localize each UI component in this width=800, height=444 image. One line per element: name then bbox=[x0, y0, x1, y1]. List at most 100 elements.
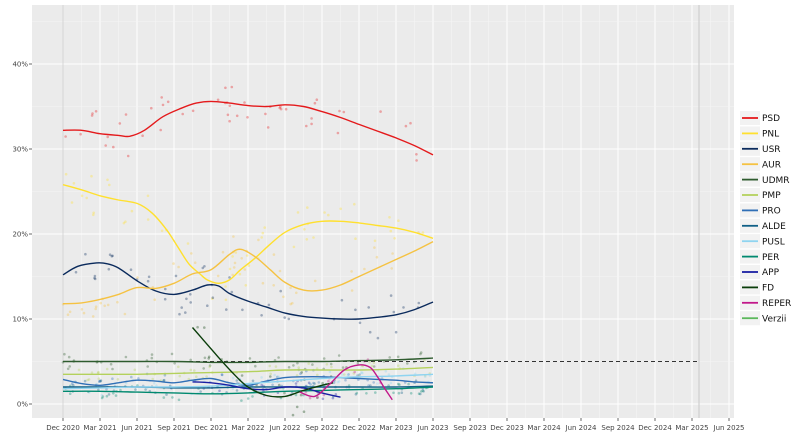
poll-point bbox=[260, 314, 263, 317]
poll-point bbox=[384, 369, 388, 373]
poll-point bbox=[64, 172, 68, 176]
legend-label: USR bbox=[762, 145, 781, 155]
legend-label: PUSL bbox=[762, 237, 785, 247]
poll-point bbox=[283, 391, 286, 395]
poll-point bbox=[367, 306, 371, 309]
poll-point bbox=[211, 297, 214, 301]
poll-point bbox=[187, 377, 191, 381]
poll-point bbox=[93, 276, 96, 280]
poll-point bbox=[244, 284, 248, 287]
poll-point bbox=[228, 104, 232, 108]
poll-point bbox=[106, 178, 109, 182]
poll-point bbox=[164, 287, 167, 291]
poll-point bbox=[389, 229, 393, 233]
poll-point bbox=[409, 392, 413, 395]
poll-point bbox=[273, 359, 277, 362]
poll-point bbox=[185, 297, 188, 301]
poll-point bbox=[66, 313, 70, 317]
poll-point bbox=[99, 380, 102, 383]
poll-point bbox=[302, 410, 306, 414]
poll-point bbox=[372, 365, 376, 368]
poll-point bbox=[228, 276, 231, 279]
poll-point bbox=[393, 237, 396, 240]
poll-point bbox=[358, 373, 361, 376]
poll-point bbox=[124, 355, 128, 359]
poll-point bbox=[216, 98, 220, 102]
poll-point bbox=[391, 252, 394, 255]
poll-point bbox=[151, 377, 154, 381]
poll-point bbox=[70, 201, 74, 204]
poll-point bbox=[79, 132, 82, 136]
poll-point bbox=[64, 135, 67, 138]
poll-point bbox=[346, 373, 350, 377]
poll-point bbox=[153, 298, 156, 302]
poll-point bbox=[368, 330, 372, 334]
poll-point bbox=[90, 174, 93, 178]
poll-point bbox=[347, 373, 350, 376]
poll-point bbox=[403, 381, 407, 384]
poll-point bbox=[396, 355, 400, 359]
poll-point bbox=[186, 242, 190, 245]
poll-point bbox=[235, 114, 239, 118]
poll-point bbox=[146, 194, 150, 198]
poll-point bbox=[261, 231, 265, 235]
poll-point bbox=[307, 362, 311, 365]
poll-point bbox=[375, 255, 379, 259]
poll-point bbox=[146, 365, 149, 368]
poll-point bbox=[77, 368, 81, 372]
poll-point bbox=[112, 145, 115, 149]
poll-point bbox=[111, 367, 114, 371]
poll-point bbox=[295, 405, 299, 409]
series-line-app bbox=[192, 381, 341, 398]
poll-point bbox=[234, 251, 238, 254]
poll-point bbox=[317, 381, 321, 384]
plot-panel bbox=[32, 5, 734, 418]
poll-point bbox=[94, 307, 97, 311]
poll-point bbox=[299, 372, 302, 376]
poll-point bbox=[136, 384, 139, 387]
poll-point bbox=[122, 221, 126, 225]
poll-point bbox=[150, 353, 154, 356]
poll-point bbox=[98, 379, 101, 383]
poll-point bbox=[337, 354, 341, 357]
poll-point bbox=[368, 361, 371, 364]
poll-point bbox=[277, 375, 280, 379]
poll-point bbox=[240, 399, 243, 402]
poll-point bbox=[124, 381, 128, 385]
legend-label: PER bbox=[762, 253, 779, 263]
legend-label: PMP bbox=[762, 191, 781, 201]
poll-point bbox=[336, 131, 340, 135]
poll-point bbox=[100, 396, 104, 400]
poll-point bbox=[294, 382, 298, 385]
poll-point bbox=[339, 207, 343, 211]
poll-point bbox=[189, 301, 192, 304]
poll-point bbox=[163, 374, 167, 377]
poll-point bbox=[315, 98, 319, 101]
poll-point bbox=[97, 388, 100, 392]
poll-point bbox=[99, 301, 102, 305]
poll-point bbox=[110, 254, 114, 258]
poll-point bbox=[392, 310, 396, 314]
legend-label: ALDE bbox=[762, 222, 786, 232]
poll-point bbox=[233, 261, 237, 265]
poll-point bbox=[338, 109, 341, 113]
poll-point bbox=[193, 369, 196, 372]
poll-point bbox=[74, 270, 78, 274]
poll-point bbox=[283, 316, 287, 319]
x-tick-label: Jun 2023 bbox=[417, 424, 449, 432]
poll-point bbox=[189, 368, 193, 372]
legend-label: FD bbox=[762, 284, 774, 294]
poll-point bbox=[419, 352, 422, 356]
poll-point bbox=[153, 381, 156, 385]
poll-point bbox=[412, 360, 416, 364]
series-line-reper bbox=[299, 364, 393, 401]
poll-point bbox=[415, 159, 418, 162]
poll-point bbox=[331, 396, 335, 400]
poll-point bbox=[360, 371, 363, 374]
poll-point bbox=[379, 110, 382, 113]
poll-point bbox=[205, 375, 208, 378]
poll-point bbox=[269, 375, 272, 378]
poll-point bbox=[112, 392, 115, 395]
poll-point bbox=[313, 101, 317, 105]
poll-point bbox=[203, 356, 207, 360]
